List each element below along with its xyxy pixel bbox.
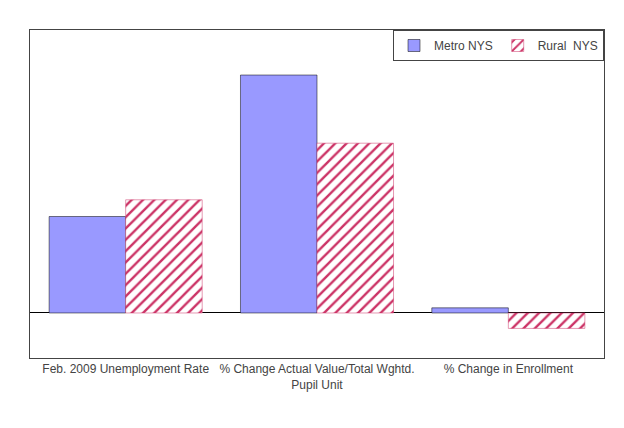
svg-text:Feb. 2009 Unemployment Rate: Feb. 2009 Unemployment Rate bbox=[42, 362, 209, 376]
svg-text:Metro NYS: Metro NYS bbox=[434, 39, 493, 53]
svg-text:% Change in Enrollment: % Change in Enrollment bbox=[444, 362, 574, 376]
svg-text:Rural NYS: Rural NYS bbox=[538, 39, 598, 53]
svg-text:% Change Actual Value/Total Wg: % Change Actual Value/Total Wghtd.Pupil … bbox=[219, 362, 414, 392]
